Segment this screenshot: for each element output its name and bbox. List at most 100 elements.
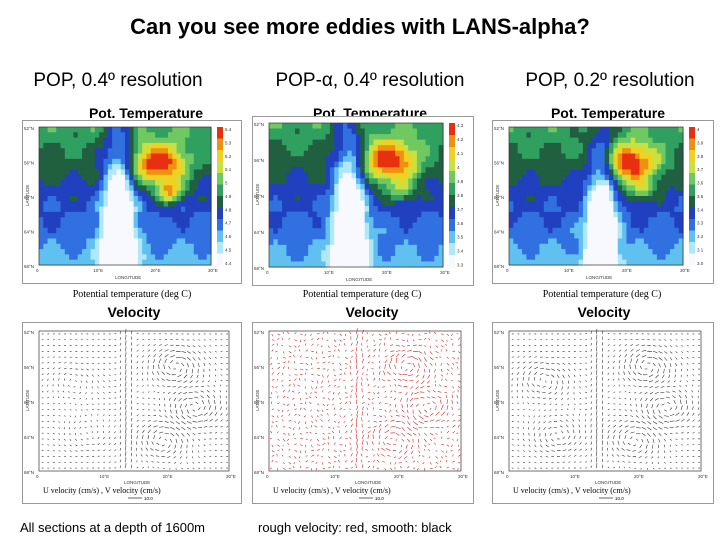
velocity-arrow [458,380,461,383]
x-tick-label: 0 [36,474,39,479]
velocity-arrow [119,378,122,381]
velocity-arrow [270,362,273,366]
velocity-arrow [328,361,330,364]
temperature-cell [120,132,126,139]
temperature-cell [142,233,148,240]
temperature-cell [295,167,301,174]
temperature-cell [206,127,212,133]
temperature-cell [643,211,649,218]
temperature-cell [39,201,44,208]
temperature-cell [146,222,152,229]
temperature-cell [574,127,580,133]
temperature-cell [60,153,66,160]
temperature-cell [622,137,628,144]
temperature-cell [316,156,322,163]
temperature-cell [565,153,571,160]
temperature-cell [116,174,122,181]
temperature-cell [176,227,182,234]
temperature-cell [539,201,545,208]
temperature-cell [377,233,383,240]
temperature-cell [77,196,83,202]
velocity-arrow [294,408,297,411]
temperature-cell [434,211,440,218]
velocity-arrow [326,331,329,335]
temperature-cell [582,174,588,181]
velocity-map: 52°N56°N60°N64°N68°N0 10°E 20°E 30°ELONGITU… [254,328,468,501]
velocity-arrow [451,333,453,337]
temperature-cell [669,142,675,149]
temperature-cell [39,164,44,171]
velocity-arrow [86,362,89,365]
temperature-cell [669,169,675,176]
velocity-arrow [86,380,88,383]
temperature-cell [561,238,567,245]
velocity-arrow [367,434,370,439]
velocity-arrow [458,373,461,375]
temperature-cell [669,249,675,255]
velocity-arrow [390,425,396,428]
temperature-cell [438,128,444,135]
temperature-cell [356,128,361,135]
temperature-cell [172,169,178,176]
velocity-arrow [435,426,440,429]
temperature-cell [142,153,148,160]
temperature-cell [56,211,62,218]
temperature-cell [556,211,562,218]
colorbar-segment [449,183,455,196]
temperature-cell [596,222,601,229]
velocity-arrow [153,397,156,400]
temperature-cell [325,250,331,257]
velocity-arrow [298,377,301,381]
temperature-cell [185,180,191,186]
temperature-cell [403,150,409,157]
temperature-cell [39,127,44,133]
temperature-cell [172,148,178,155]
velocity-arrow [412,362,416,368]
temperature-cell [591,132,597,139]
temperature-cell [133,174,139,181]
temperature-cell [569,185,575,192]
temperature-cell [202,127,208,133]
colorbar-tick-label: 3.9 [697,140,704,145]
temperature-cell [69,233,74,240]
temperature-cell [569,206,575,213]
temperature-cell [600,185,606,192]
temperature-cell [364,150,370,157]
velocity-arrow [299,407,302,410]
temperature-cell [425,183,431,191]
temperature-cell [386,145,392,152]
temperature-cell [206,238,212,245]
x-tick-label: 30°E [440,270,450,275]
velocity-arrow [135,454,138,457]
temperature-cell [159,158,165,165]
temperature-cell [137,206,143,213]
temperature-cell [429,222,435,229]
temperature-cell [142,206,148,213]
temperature-cell [543,222,549,229]
temperature-cell [206,185,212,192]
velocity-arrow [142,385,144,387]
temperature-cell [133,249,139,255]
velocity-arrow [153,349,157,352]
velocity-arrow [303,415,306,418]
velocity-arrow [293,383,295,387]
scale-label: 10.0 [375,496,384,501]
temperature-cell [159,153,165,160]
temperature-cell [369,200,374,207]
temperature-cell [103,211,109,218]
velocity-arrow [299,339,301,343]
temperature-cell [399,183,405,191]
velocity-arrow [119,337,122,340]
velocity-arrow [366,440,369,445]
velocity-arrow [402,379,408,381]
temperature-cell [561,243,567,250]
temperature-cell [142,222,148,229]
velocity-arrow [322,403,325,406]
temperature-cell [574,201,580,208]
temperature-cell [103,254,109,261]
temperature-cell [282,178,287,185]
temperature-cell [373,222,379,229]
temperature-cell [206,249,212,255]
temperature-cell [43,243,49,250]
temperature-cell [329,228,335,235]
